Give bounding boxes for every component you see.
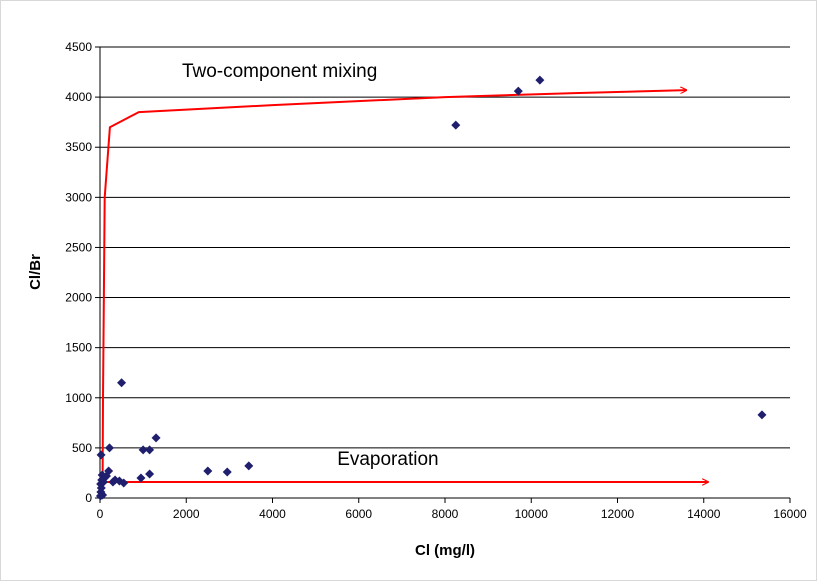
data-point-22: [151, 433, 161, 443]
data-point-19: [138, 445, 148, 455]
data-point-20: [145, 469, 155, 479]
x-tick-label: 6000: [345, 507, 372, 521]
y-tick-label: 4500: [65, 40, 92, 54]
grid-lines: [100, 46, 790, 449]
x-axis-title: Cl (mg/l): [415, 542, 475, 559]
x-tick-label: 14000: [687, 507, 721, 521]
data-point-16: [117, 378, 127, 388]
y-tick-label: 1500: [65, 341, 92, 355]
annotation-0: Two-component mixing: [182, 61, 377, 82]
data-point-7: [98, 490, 108, 500]
data-point-18: [136, 473, 146, 483]
data-point-21: [145, 445, 155, 455]
data-point-11: [104, 466, 114, 476]
x-tick-label: 2000: [173, 507, 200, 521]
y-tick-label: 0: [85, 491, 92, 505]
y-tick-label: 3000: [65, 190, 92, 204]
mixing-arrow: [101, 90, 687, 483]
x-axis-tick-labels: 0 2000 4000 6000 8000 10000 12000 14000 16000: [97, 507, 807, 521]
annotations: Two-component mixing Evaporation: [182, 61, 439, 470]
data-point-26: [451, 120, 461, 130]
data-point-12: [104, 443, 114, 453]
y-tick-label: 1000: [65, 391, 92, 405]
data-point-25: [244, 461, 254, 471]
data-points: [95, 75, 767, 501]
y-tick-label: 3500: [65, 140, 92, 154]
y-axis-title: Cl/Br: [27, 254, 44, 290]
data-point-27: [513, 86, 523, 96]
x-tick-label: 16000: [773, 507, 807, 521]
y-tick-label: 2500: [65, 240, 92, 254]
x-tick-label: 10000: [515, 507, 549, 521]
x-tick-label: 4000: [259, 507, 286, 521]
y-tick-label: 500: [72, 441, 92, 455]
data-point-29: [757, 410, 767, 420]
y-tick-label: 2000: [65, 291, 92, 305]
data-point-6: [96, 450, 106, 460]
y-axis-tick-labels: 0 500 1000 1500 2000 2500 3000 3500 4000 4500: [65, 40, 92, 505]
annotation-1: Evaporation: [337, 449, 438, 470]
x-tick-label: 8000: [432, 507, 459, 521]
data-point-17: [119, 478, 129, 488]
y-tick-label: 4000: [65, 90, 92, 104]
x-tick-label: 12000: [601, 507, 635, 521]
data-point-28: [535, 75, 545, 85]
x-tick-label: 0: [97, 507, 104, 521]
data-point-24: [222, 467, 232, 477]
data-point-23: [203, 466, 213, 476]
